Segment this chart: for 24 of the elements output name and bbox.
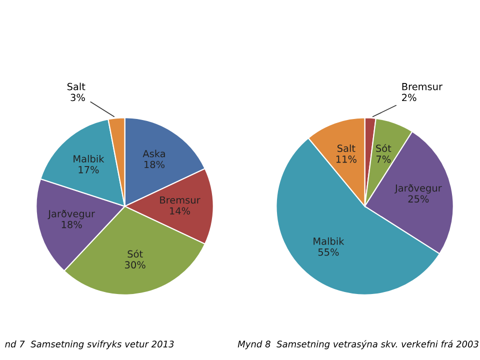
- data-label: 2%: [402, 94, 416, 102]
- data-label: 17%: [78, 166, 99, 174]
- slice-label: Salt: [67, 82, 86, 90]
- slice-label: Sót: [128, 250, 143, 258]
- slice-label: Bremsur: [402, 83, 443, 90]
- data-label: 30%: [125, 261, 146, 269]
- data-label: 55%: [318, 248, 339, 256]
- data-label: 3%: [70, 94, 85, 102]
- data-label: 7%: [376, 156, 391, 163]
- slice-label: Aska: [142, 150, 165, 158]
- data-label: 11%: [336, 156, 356, 163]
- slice-label: Malbik: [314, 237, 344, 245]
- slice-label: Bremsur: [160, 196, 200, 204]
- text: Mynd 8 Samsetning vetrasýna skv. verkefni frá 2003: [238, 340, 478, 350]
- text: nd 7 Samsetning svifryks vetur 2013: [5, 340, 174, 350]
- data-label: 14%: [170, 207, 190, 215]
- data-label: 18%: [62, 220, 82, 228]
- data-label: 18%: [144, 160, 165, 168]
- slice-label: Sót: [376, 144, 392, 152]
- slice-label: Jarðvegur: [48, 210, 95, 220]
- data-label: 25%: [408, 195, 429, 203]
- slice-label: Salt: [338, 144, 356, 152]
- slice-label: Malbik: [74, 154, 104, 162]
- slice-label: Jarðvegur: [394, 184, 442, 194]
